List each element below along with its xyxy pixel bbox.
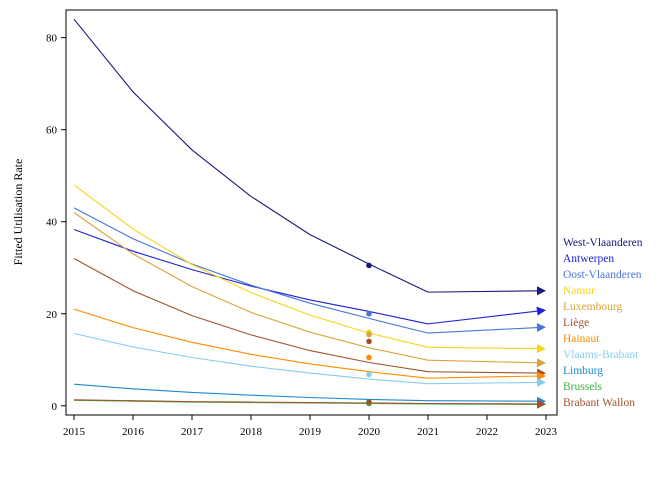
x-tick-label: 2017 xyxy=(181,426,204,438)
x-tick-label: 2022 xyxy=(476,426,498,438)
y-tick-label: 60 xyxy=(46,125,58,137)
projection-arrowhead xyxy=(536,371,546,381)
projection-line xyxy=(427,359,541,364)
series-line xyxy=(73,212,429,361)
projection-line xyxy=(427,371,541,374)
series-luxembourg xyxy=(73,212,546,368)
legend-entry: Hainaut xyxy=(563,333,600,345)
y-tick-label: 40 xyxy=(46,217,58,229)
legend-entry: Brussels xyxy=(563,381,603,393)
legend-entry: Oost-Vlaanderen xyxy=(563,269,642,281)
observed-point-2020 xyxy=(366,262,372,269)
observed-point-2020 xyxy=(366,310,372,317)
projection-arrowhead xyxy=(536,323,546,332)
x-tick-label: 2021 xyxy=(417,426,439,438)
projection-arrowhead xyxy=(536,377,546,387)
legend-entry: Luxembourg xyxy=(563,301,622,313)
x-tick-label: 2016 xyxy=(122,426,145,438)
projection-line xyxy=(427,290,541,293)
legend-entry: Namur xyxy=(563,285,595,297)
y-tick-label: 0 xyxy=(52,401,58,413)
y-tick-label: 80 xyxy=(46,33,58,45)
projection-line xyxy=(427,381,541,385)
observed-point-2020 xyxy=(366,371,372,378)
series-vlaams-brabant xyxy=(73,332,546,387)
projection-arrowhead xyxy=(536,358,546,368)
legend-entry: West-Vlaanderen xyxy=(563,237,643,249)
legend-entry: Limburg xyxy=(563,365,603,377)
projection-arrowhead xyxy=(536,286,546,296)
observed-point-2020 xyxy=(366,354,372,361)
legend-entry: Vlaams-Brabant xyxy=(563,349,639,361)
x-tick-label: 2019 xyxy=(299,426,322,438)
observed-point-2020 xyxy=(366,338,372,345)
x-axis: 2015 2016 2017 2018 2019 2020 2021 2022 2023 xyxy=(63,415,558,438)
series-line xyxy=(73,258,429,373)
x-tick-label: 2018 xyxy=(240,426,263,438)
observed-point-2020 xyxy=(366,399,372,405)
projection-arrowhead xyxy=(536,344,546,354)
legend-entry: Antwerpen xyxy=(563,253,614,265)
legend-entry: Brabant Wallon xyxy=(563,397,635,409)
series-oost-vlaanderen xyxy=(73,207,546,334)
x-tick-label: 2015 xyxy=(63,426,86,438)
projection-arrowhead xyxy=(537,399,546,409)
y-tick-label: 20 xyxy=(46,309,58,321)
projection-line xyxy=(427,346,541,350)
series-line xyxy=(73,332,429,385)
points-layer xyxy=(366,262,372,407)
x-tick-label: 2023 xyxy=(535,426,558,438)
x-tick-label: 2020 xyxy=(358,426,381,438)
projection-line xyxy=(427,375,541,379)
observed-point-2020 xyxy=(366,331,372,338)
plot-frame xyxy=(65,9,558,416)
y-axis: 0 20 40 60 80 xyxy=(46,33,66,413)
legend: West-Vlaanderen Antwerpen Oost-Vlaanderen N… xyxy=(563,237,643,409)
projection-line xyxy=(427,326,541,334)
y-axis-label: Fitted Utilisation Rate xyxy=(11,159,25,266)
legend-entry: Liège xyxy=(563,317,589,329)
projection-arrowhead xyxy=(536,306,546,316)
projection-line xyxy=(427,310,541,325)
series-line xyxy=(73,207,429,334)
